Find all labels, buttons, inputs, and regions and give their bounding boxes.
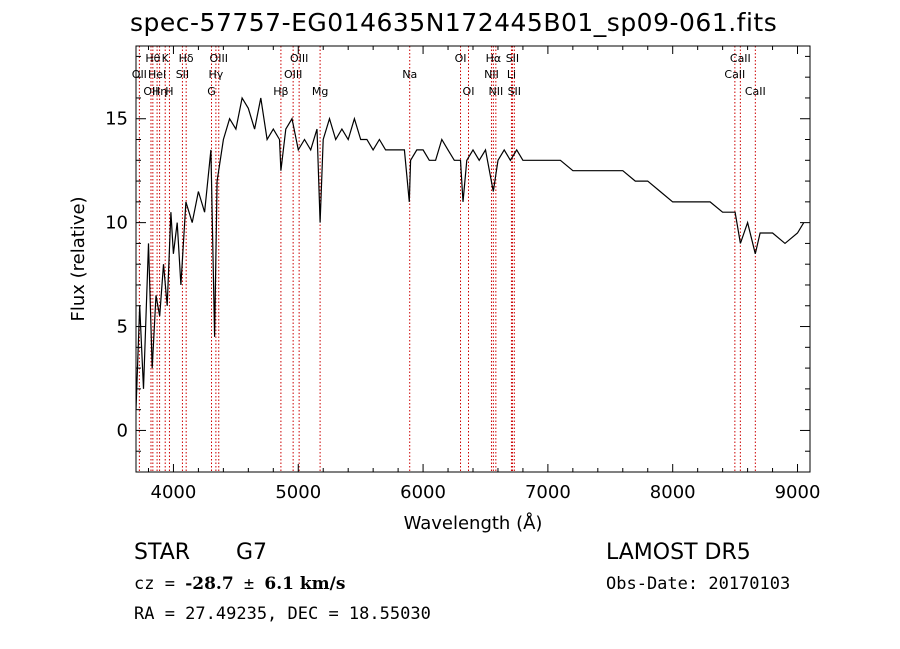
spectral-line-label: OII	[132, 68, 147, 81]
spectral-line-label: K	[162, 52, 170, 65]
spectral-line-markers	[138, 46, 756, 472]
spectral-line-label: HeI	[148, 68, 166, 81]
y-tick-label: 15	[105, 109, 128, 130]
spectral-line-label: Hθ	[145, 52, 160, 65]
spectrum-line	[136, 96, 805, 410]
spectral-line-label: Hβ	[273, 85, 288, 98]
plot-frame	[135, 45, 811, 473]
spectral-line-label: NII	[484, 68, 499, 81]
cz-value: -28.7	[185, 574, 234, 594]
spectral-line-label: Li	[507, 68, 516, 81]
spectral-line-label: OIII	[290, 52, 308, 65]
spectral-line-label: CaII	[745, 85, 766, 98]
spectral-line-label: OI	[455, 52, 467, 65]
y-axis-ticks: 0 5 10 15	[105, 55, 810, 452]
spectrum-series	[136, 96, 805, 410]
spectral-line-label: SII	[506, 52, 519, 65]
y-tick-label: 0	[117, 420, 128, 441]
spectral-line-label: Hα	[486, 52, 502, 65]
cz-unit: km/s	[293, 574, 346, 594]
x-axis-label: Wavelength (Å)	[404, 512, 543, 534]
x-tick-label: 8000	[650, 482, 696, 503]
spectral-line-label: OIII	[210, 52, 228, 65]
x-tick-label: 4000	[151, 482, 197, 503]
y-axis-label: Flux (relative)	[68, 196, 89, 321]
spectral-line-label: OIII	[284, 68, 302, 81]
spectral-line-label: Hη	[152, 85, 167, 98]
x-tick-label: 9000	[775, 482, 821, 503]
spectral-line-label: Na	[402, 68, 417, 81]
observation-date: Obs-Date: 20170103	[606, 574, 791, 594]
spectral-line-label: SII	[508, 85, 521, 98]
spectral-line-label: NII	[488, 85, 503, 98]
spectral-line-labels: OIIOIIHθHeIHηKHSIIHδGHγOIIIHβOIIIOIIIMgN…	[132, 52, 766, 98]
cz-plusminus: ±	[233, 574, 265, 594]
spectral-line-label: H	[165, 85, 173, 98]
spectral-line-label: CaII	[730, 52, 751, 65]
y-tick-label: 10	[105, 213, 128, 234]
spectral-line-label: G	[207, 85, 216, 98]
x-tick-label: 5000	[275, 482, 321, 503]
object-subclass: G7	[236, 540, 268, 565]
cz-error: 6.1	[264, 574, 294, 594]
x-tick-label: 7000	[525, 482, 571, 503]
spectral-line-label: Hδ	[179, 52, 194, 65]
spectral-line-label: Mg	[312, 85, 328, 98]
spectral-line-label: Hγ	[208, 68, 223, 81]
ra-dec: RA = 27.49235, DEC = 18.55030	[134, 604, 431, 624]
spectral-line-label: OI	[463, 85, 475, 98]
cz-prefix: cz =	[134, 574, 186, 594]
x-axis-ticks: 4000 5000 6000 7000 8000 9000	[147, 46, 821, 503]
x-tick-label: 6000	[400, 482, 446, 503]
survey-name: LAMOST DR5	[606, 540, 751, 565]
spectral-line-label: SII	[176, 68, 189, 81]
spectral-line-label: CaII	[724, 68, 745, 81]
spectrum-title: spec-57757-EG014635N172445B01_sp09-061.f…	[130, 8, 778, 37]
redshift-cz: cz = -28.7 ± 6.1 km/s	[134, 574, 345, 594]
object-class: STAR	[134, 540, 191, 565]
spectral-line-label: OII	[143, 85, 158, 98]
y-tick-label: 5	[117, 317, 128, 338]
